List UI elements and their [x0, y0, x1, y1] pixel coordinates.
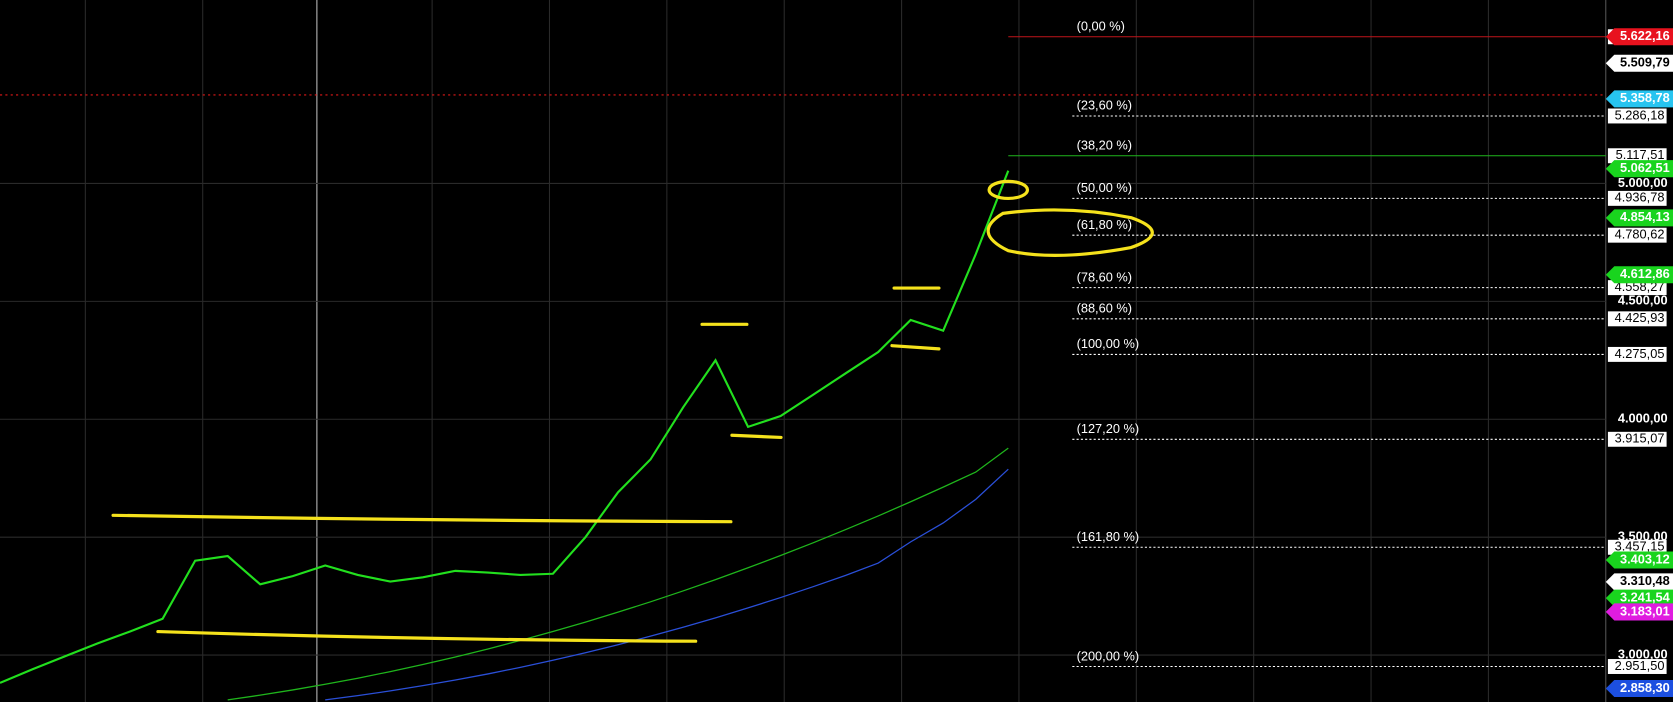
- fib-label: (127,20 %): [1077, 421, 1140, 436]
- fib-price-label: 3.457,15: [1615, 539, 1665, 554]
- fib-price-label: 4.275,05: [1615, 346, 1665, 361]
- y-tick-label: 4.000,00: [1618, 411, 1668, 426]
- price-line: [227, 447, 1009, 701]
- fib-price-box: [1607, 148, 1667, 164]
- fib-price-label: 5.286,18: [1615, 107, 1665, 122]
- price-tag-label: 4.612,86: [1620, 266, 1670, 281]
- price-tag-label: 3.310,48: [1620, 573, 1670, 588]
- fib-price-label: 5.117,51: [1616, 147, 1665, 162]
- fib-label: (38,20 %): [1077, 138, 1132, 153]
- fib-price-box: [1607, 539, 1667, 555]
- fib-label: (23,60 %): [1077, 98, 1132, 113]
- price-tag: [1605, 551, 1673, 569]
- price-tag: [1605, 603, 1673, 621]
- fib-price-label: 4.425,93: [1615, 310, 1665, 325]
- time-grid: [84, 0, 1489, 702]
- fib-label: (61,80 %): [1077, 217, 1132, 232]
- price-tag-label: 5.358,78: [1620, 90, 1670, 105]
- price-tag: [1605, 589, 1673, 607]
- fib-price-box: [1607, 227, 1667, 243]
- y-tick-label: 3.500,00: [1618, 529, 1668, 544]
- y-tick-label: 4.500,00: [1618, 293, 1668, 308]
- fib-price-box: [1607, 190, 1667, 206]
- fib-price-box: [1607, 346, 1667, 362]
- price-tag-label: 5.509,79: [1620, 55, 1670, 70]
- price-tag-label: 3.403,12: [1620, 551, 1670, 566]
- price-tag: [1605, 90, 1673, 108]
- price-tag-label: 2.858,30: [1620, 680, 1670, 695]
- price-tag: [1605, 160, 1673, 178]
- annotations: [111, 179, 1154, 643]
- price-tag: [1605, 266, 1673, 284]
- fib-price-label: 4.936,78: [1615, 190, 1665, 205]
- fib-price-box: [1607, 280, 1667, 296]
- price-line: [0, 170, 1010, 684]
- y-tick-label: 3.000,00: [1618, 646, 1668, 661]
- price-tag-label: 5.622,16: [1620, 28, 1670, 43]
- fib-price-box: [1607, 108, 1667, 124]
- price-tag-label: 4.854,13: [1620, 209, 1670, 224]
- fib-price-box: [1607, 659, 1667, 674]
- price-tag: [1605, 28, 1673, 46]
- price-tag-label: 5.062,51: [1620, 160, 1670, 175]
- fib-label: (88,60 %): [1077, 301, 1132, 316]
- fib-label: (100,00 %): [1077, 336, 1140, 351]
- fib-label: (200,00 %): [1077, 648, 1140, 663]
- fib-label: (161,80 %): [1077, 529, 1140, 544]
- fib-price-label: 2.951,50: [1615, 658, 1665, 673]
- price-tag: [1605, 209, 1673, 227]
- fib-price-label: 4.780,62: [1615, 227, 1665, 242]
- price-tag-label: 3.183,01: [1620, 603, 1670, 618]
- layer: 3.000,00 3.500,00 4.000,00 4.500,00 5.000,00…: [0, 19, 1673, 701]
- price-tag: [1605, 573, 1673, 591]
- price-line: [325, 468, 1009, 701]
- fib-label: (78,60 %): [1077, 269, 1132, 284]
- price-tag-label: 3.241,54: [1620, 589, 1671, 604]
- fib-label: (0,00 %): [1077, 19, 1125, 34]
- fib-price-label: 3.915,07: [1615, 431, 1665, 446]
- fib-price-box: [1607, 431, 1667, 447]
- fib-label: (50,00 %): [1077, 180, 1132, 195]
- price-tag: [1605, 679, 1673, 698]
- y-tick-label: 5.000,00: [1618, 175, 1668, 190]
- fib-price-box: [1607, 311, 1667, 327]
- price-tag: [1605, 54, 1673, 72]
